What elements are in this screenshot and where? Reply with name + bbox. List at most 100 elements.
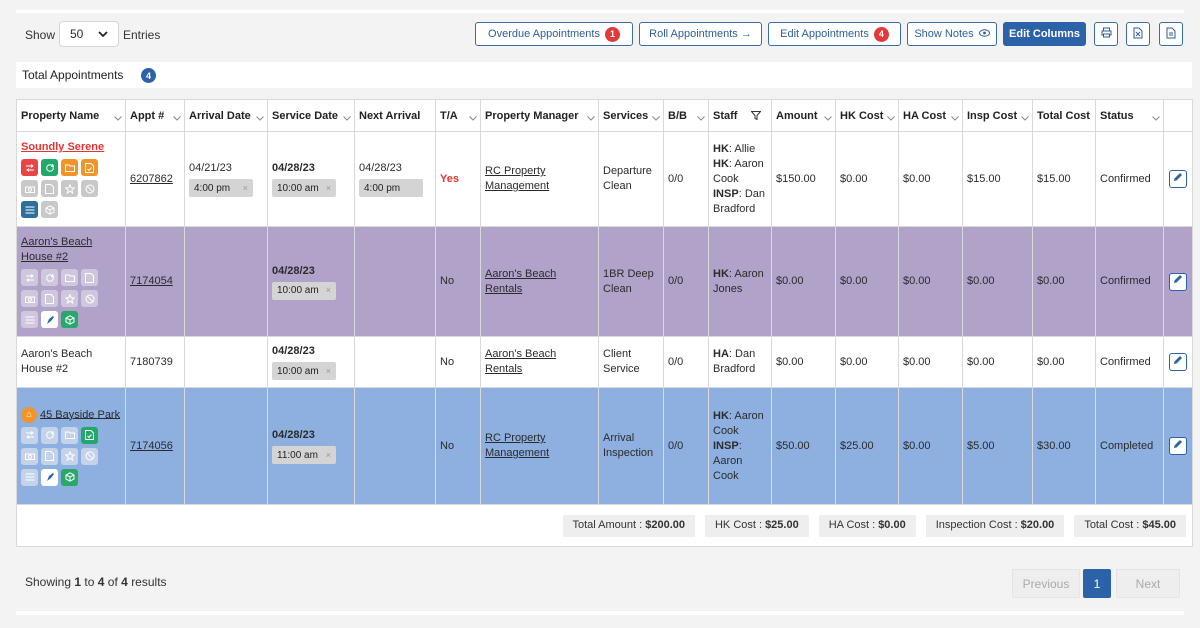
edit-row-button[interactable] [1169, 272, 1187, 291]
col-header-insp-cost[interactable]: Insp Cost [962, 99, 1033, 132]
edit-appointments-button[interactable]: Edit Appointments 4 [768, 22, 901, 46]
edit-row-button[interactable] [1169, 353, 1187, 371]
document-check-icon[interactable] [81, 159, 98, 176]
previous-page-button[interactable]: Previous [1012, 569, 1080, 598]
show-notes-button[interactable]: Show Notes [907, 22, 997, 46]
cube-icon[interactable] [41, 201, 58, 218]
col-header-arrival-date[interactable]: Arrival Date [184, 99, 268, 132]
col-header-ta[interactable]: T/A [435, 99, 481, 132]
col-header-ha-cost[interactable]: HA Cost [898, 99, 963, 132]
page-1-button[interactable]: 1 [1083, 569, 1111, 598]
service-time-chip[interactable]: 10:00 am × [272, 362, 336, 380]
next-arrival-time-chip[interactable]: 4:00 pm [359, 179, 423, 197]
brush-icon[interactable] [41, 311, 58, 328]
clear-icon: × [325, 285, 331, 295]
col-header-status[interactable]: Status [1095, 99, 1164, 132]
clear-icon: × [325, 182, 331, 193]
file-icon[interactable] [41, 290, 58, 307]
camera-icon[interactable] [21, 447, 38, 465]
amount-value: $150.00 [776, 172, 816, 185]
cancel-icon[interactable] [81, 290, 98, 307]
overdue-count-badge: 1 [604, 26, 620, 42]
star-icon[interactable] [61, 290, 78, 307]
cancel-icon[interactable] [81, 447, 98, 465]
camera-icon[interactable] [21, 180, 38, 197]
export-excel-button[interactable] [1126, 22, 1150, 46]
col-header-property-name[interactable]: Property Name [16, 99, 126, 132]
col-header-bb[interactable]: B/B [663, 99, 709, 132]
ha-cost-value: $0.00 [903, 355, 931, 368]
property-manager-link[interactable]: RC Property Management [485, 165, 550, 192]
show-label: Show [25, 28, 56, 42]
appt-number-link[interactable]: 7174056 [130, 439, 173, 452]
edit-columns-button[interactable]: Edit Columns [1003, 22, 1086, 46]
export-pdf-button[interactable] [1159, 22, 1183, 46]
col-header-appt-number[interactable]: Appt # [125, 99, 185, 132]
sort-chevron-icon [587, 112, 595, 124]
bb-value: 0/0 [668, 355, 684, 368]
refresh-icon[interactable] [41, 426, 58, 444]
property-manager-link[interactable]: RC Property Management [485, 432, 550, 459]
list-icon[interactable] [21, 201, 38, 218]
col-header-total-cost[interactable]: Total Cost [1032, 99, 1096, 132]
hk-cost-value: $25.00 [840, 439, 874, 452]
folder-icon[interactable] [61, 426, 78, 444]
cancel-icon[interactable] [81, 180, 98, 197]
services-value: Departure Clean [603, 165, 652, 192]
property-link[interactable]: Aaron's Beach House #2 [21, 236, 93, 263]
appt-number-link[interactable]: 6207862 [130, 172, 173, 185]
edit-appointments-label: Edit Appointments [780, 28, 869, 40]
folder-icon[interactable] [61, 159, 78, 176]
service-time-chip[interactable]: 10:00 am × [272, 281, 336, 300]
entries-select[interactable]: 50 [59, 21, 119, 47]
refresh-icon[interactable] [41, 159, 58, 176]
star-icon[interactable] [61, 180, 78, 197]
cube-icon[interactable] [61, 468, 78, 486]
swap-icon[interactable] [21, 159, 38, 176]
swap-icon[interactable] [21, 269, 38, 286]
file-icon[interactable] [41, 180, 58, 197]
col-header-next-arrival[interactable]: Next Arrival [354, 99, 436, 132]
list-icon[interactable] [21, 311, 38, 328]
property-name: Aaron's Beach House #2 [21, 348, 93, 375]
sort-chevron-icon [887, 112, 895, 124]
service-time-chip[interactable]: 10:00 am × [272, 179, 336, 197]
col-header-hk-cost[interactable]: HK Cost [835, 99, 899, 132]
list-icon[interactable] [21, 468, 38, 486]
property-link[interactable]: Soundly Serene [21, 141, 105, 153]
edit-row-button[interactable] [1169, 437, 1187, 455]
folder-icon[interactable] [61, 269, 78, 286]
col-header-services[interactable]: Services [598, 99, 664, 132]
refresh-icon[interactable] [41, 269, 58, 286]
next-page-button[interactable]: Next [1116, 569, 1180, 598]
col-header-amount[interactable]: Amount [771, 99, 836, 132]
ta-value: No [440, 275, 455, 287]
results-summary: Showing 1 to 4 of 4 results [25, 575, 167, 589]
roll-appointments-button[interactable]: Roll Appointments → [639, 22, 762, 46]
location-pin-icon: ⌂ [21, 406, 37, 423]
edit-row-button[interactable] [1169, 170, 1187, 188]
col-header-service-date[interactable]: Service Date [267, 99, 355, 132]
appt-number-link[interactable]: 7174054 [130, 275, 173, 287]
property-manager-link[interactable]: Aaron's Beach Rentals [485, 348, 557, 375]
table-header-row: Property Name Appt # Arrival Date Servic… [16, 99, 1193, 132]
service-time-chip[interactable]: 11:00 am × [272, 446, 336, 464]
col-header-staff[interactable]: Staff [708, 99, 772, 132]
swap-icon[interactable] [21, 426, 38, 444]
print-button[interactable] [1094, 22, 1118, 46]
document-check-icon[interactable] [81, 269, 98, 286]
file-icon[interactable] [41, 447, 58, 465]
arrival-time-chip[interactable]: 4:00 pm × [189, 179, 253, 197]
sort-chevron-icon [824, 112, 832, 124]
pdf-file-icon [1166, 27, 1176, 42]
total-cost-value: $0.00 [1037, 275, 1065, 287]
cube-icon[interactable] [61, 311, 78, 328]
property-manager-link[interactable]: Aaron's Beach Rentals [485, 267, 557, 295]
star-icon[interactable] [61, 447, 78, 465]
camera-icon[interactable] [21, 290, 38, 307]
property-link[interactable]: 45 Bayside Park [40, 408, 121, 421]
col-header-property-manager[interactable]: Property Manager [480, 99, 599, 132]
overdue-appointments-button[interactable]: Overdue Appointments 1 [475, 22, 633, 46]
document-check-icon[interactable] [81, 426, 98, 444]
brush-icon[interactable] [41, 468, 58, 486]
